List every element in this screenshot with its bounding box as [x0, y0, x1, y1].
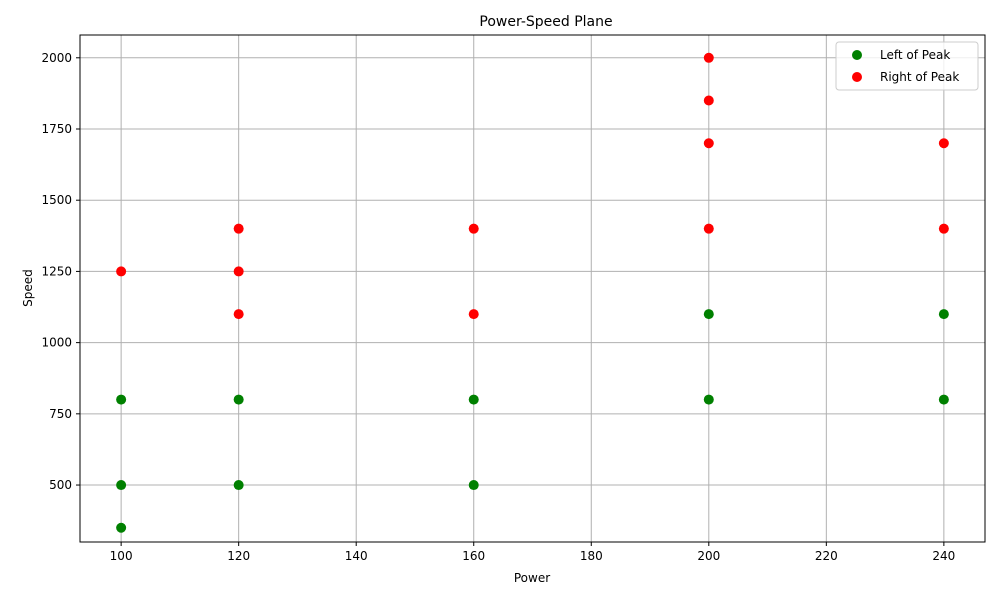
x-tick-label: 120: [227, 549, 250, 563]
data-point-left-of-peak: [938, 394, 949, 405]
data-point-right-of-peak: [938, 138, 949, 149]
legend-box: [835, 41, 979, 91]
data-point-left-of-peak: [703, 394, 714, 405]
y-tick-label: 1500: [41, 193, 72, 207]
y-tick-label: 1000: [41, 336, 72, 350]
data-point-right-of-peak: [703, 95, 714, 106]
x-tick-label: 100: [110, 549, 133, 563]
y-axis-ticks: 500 750 1000 1250 1500 1750 2000: [41, 51, 80, 492]
chart-title: Power-Speed Plane: [479, 14, 612, 30]
data-point-right-of-peak: [938, 223, 949, 234]
data-point-left-of-peak: [233, 394, 244, 405]
y-axis-label: Speed: [21, 269, 35, 307]
grid-lines: [80, 35, 985, 542]
y-tick-label: 1250: [41, 264, 72, 278]
data-point-left-of-peak: [938, 309, 949, 320]
legend-marker-right-of-peak: [852, 72, 862, 82]
y-tick-label: 1750: [41, 122, 72, 136]
data-point-right-of-peak: [703, 52, 714, 63]
legend-marker-left-of-peak: [852, 50, 862, 60]
data-point-right-of-peak: [233, 266, 244, 277]
data-points: [116, 52, 949, 533]
data-point-right-of-peak: [703, 223, 714, 234]
plot-frame: [79, 34, 986, 543]
y-tick-label: 2000: [41, 51, 72, 65]
data-point-left-of-peak: [116, 480, 127, 491]
x-tick-label: 200: [697, 549, 720, 563]
data-point-left-of-peak: [116, 394, 127, 405]
x-axis-ticks: 100 120 140 160 180 200 220 240: [110, 542, 955, 563]
x-tick-label: 180: [580, 549, 603, 563]
data-point-right-of-peak: [233, 223, 244, 234]
data-point-right-of-peak: [468, 223, 479, 234]
x-tick-label: 140: [345, 549, 368, 563]
y-tick-label: 500: [49, 478, 72, 492]
data-point-right-of-peak: [233, 309, 244, 320]
legend-label-left-of-peak: Left of Peak: [880, 48, 950, 62]
data-point-left-of-peak: [468, 394, 479, 405]
data-point-right-of-peak: [116, 266, 127, 277]
legend: Left of Peak Right of Peak: [835, 41, 979, 91]
y-tick-label: 750: [49, 407, 72, 421]
legend-label-right-of-peak: Right of Peak: [880, 70, 959, 84]
x-tick-label: 160: [462, 549, 485, 563]
data-point-left-of-peak: [116, 522, 127, 533]
data-point-right-of-peak: [703, 138, 714, 149]
data-point-left-of-peak: [703, 309, 714, 320]
data-point-left-of-peak: [468, 480, 479, 491]
x-tick-label: 220: [815, 549, 838, 563]
x-tick-label: 240: [932, 549, 955, 563]
data-point-right-of-peak: [468, 309, 479, 320]
data-point-left-of-peak: [233, 480, 244, 491]
x-axis-label: Power: [514, 571, 550, 585]
